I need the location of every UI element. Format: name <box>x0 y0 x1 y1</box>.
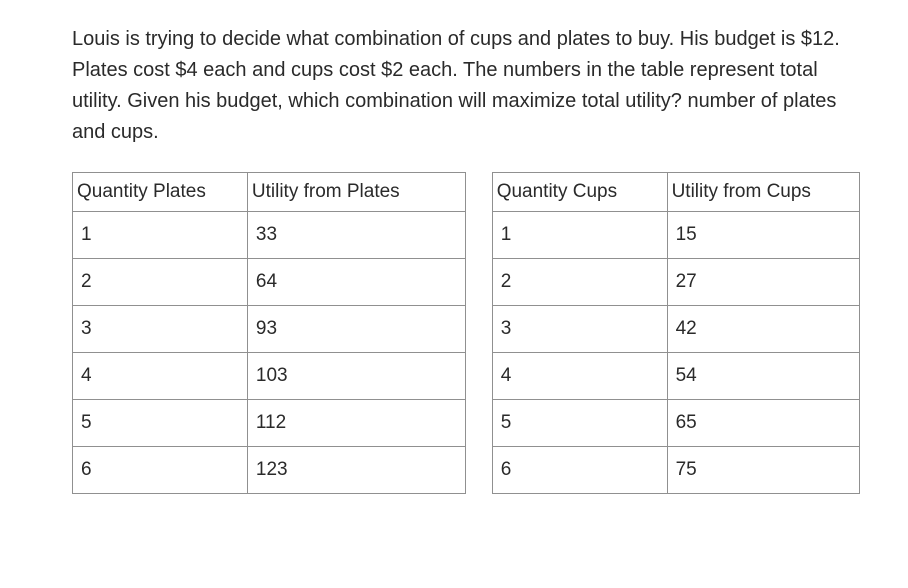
column-separator <box>466 353 492 400</box>
table-row: 133115 <box>73 212 860 259</box>
table-body: 133115264227393342410345451125656123675 <box>73 212 860 494</box>
cell-utility-plates: 93 <box>247 306 466 353</box>
cell-utility-cups: 15 <box>667 212 859 259</box>
cell-quantity-plates: 5 <box>73 400 248 447</box>
cell-quantity-cups: 6 <box>492 447 667 494</box>
cell-quantity-plates: 1 <box>73 212 248 259</box>
cell-quantity-plates: 6 <box>73 447 248 494</box>
cell-utility-plates: 103 <box>247 353 466 400</box>
column-separator <box>466 173 492 212</box>
cell-quantity-plates: 3 <box>73 306 248 353</box>
cell-quantity-cups: 4 <box>492 353 667 400</box>
cell-utility-plates: 64 <box>247 259 466 306</box>
cell-utility-plates: 33 <box>247 212 466 259</box>
column-separator <box>466 259 492 306</box>
table-row: 4103454 <box>73 353 860 400</box>
cell-utility-cups: 54 <box>667 353 859 400</box>
cell-quantity-cups: 3 <box>492 306 667 353</box>
column-separator <box>466 212 492 259</box>
cell-utility-cups: 42 <box>667 306 859 353</box>
cell-utility-cups: 75 <box>667 447 859 494</box>
cell-utility-cups: 65 <box>667 400 859 447</box>
table-row: 5112565 <box>73 400 860 447</box>
table-row: 264227 <box>73 259 860 306</box>
cell-utility-plates: 123 <box>247 447 466 494</box>
cell-utility-cups: 27 <box>667 259 859 306</box>
cell-utility-plates: 112 <box>247 400 466 447</box>
header-utility-cups: Utility from Cups <box>667 173 859 212</box>
header-quantity-plates: Quantity Plates <box>73 173 248 212</box>
cell-quantity-cups: 2 <box>492 259 667 306</box>
table-header-row: Quantity Plates Utility from Plates Quan… <box>73 173 860 212</box>
column-separator <box>466 306 492 353</box>
table-row: 393342 <box>73 306 860 353</box>
cell-quantity-cups: 5 <box>492 400 667 447</box>
header-utility-plates: Utility from Plates <box>247 173 466 212</box>
question-text: Louis is trying to decide what combinati… <box>72 24 860 148</box>
utility-table: Quantity Plates Utility from Plates Quan… <box>72 172 860 494</box>
column-separator <box>466 400 492 447</box>
cell-quantity-plates: 2 <box>73 259 248 306</box>
table-row: 6123675 <box>73 447 860 494</box>
header-quantity-cups: Quantity Cups <box>492 173 667 212</box>
column-separator <box>466 447 492 494</box>
cell-quantity-cups: 1 <box>492 212 667 259</box>
cell-quantity-plates: 4 <box>73 353 248 400</box>
